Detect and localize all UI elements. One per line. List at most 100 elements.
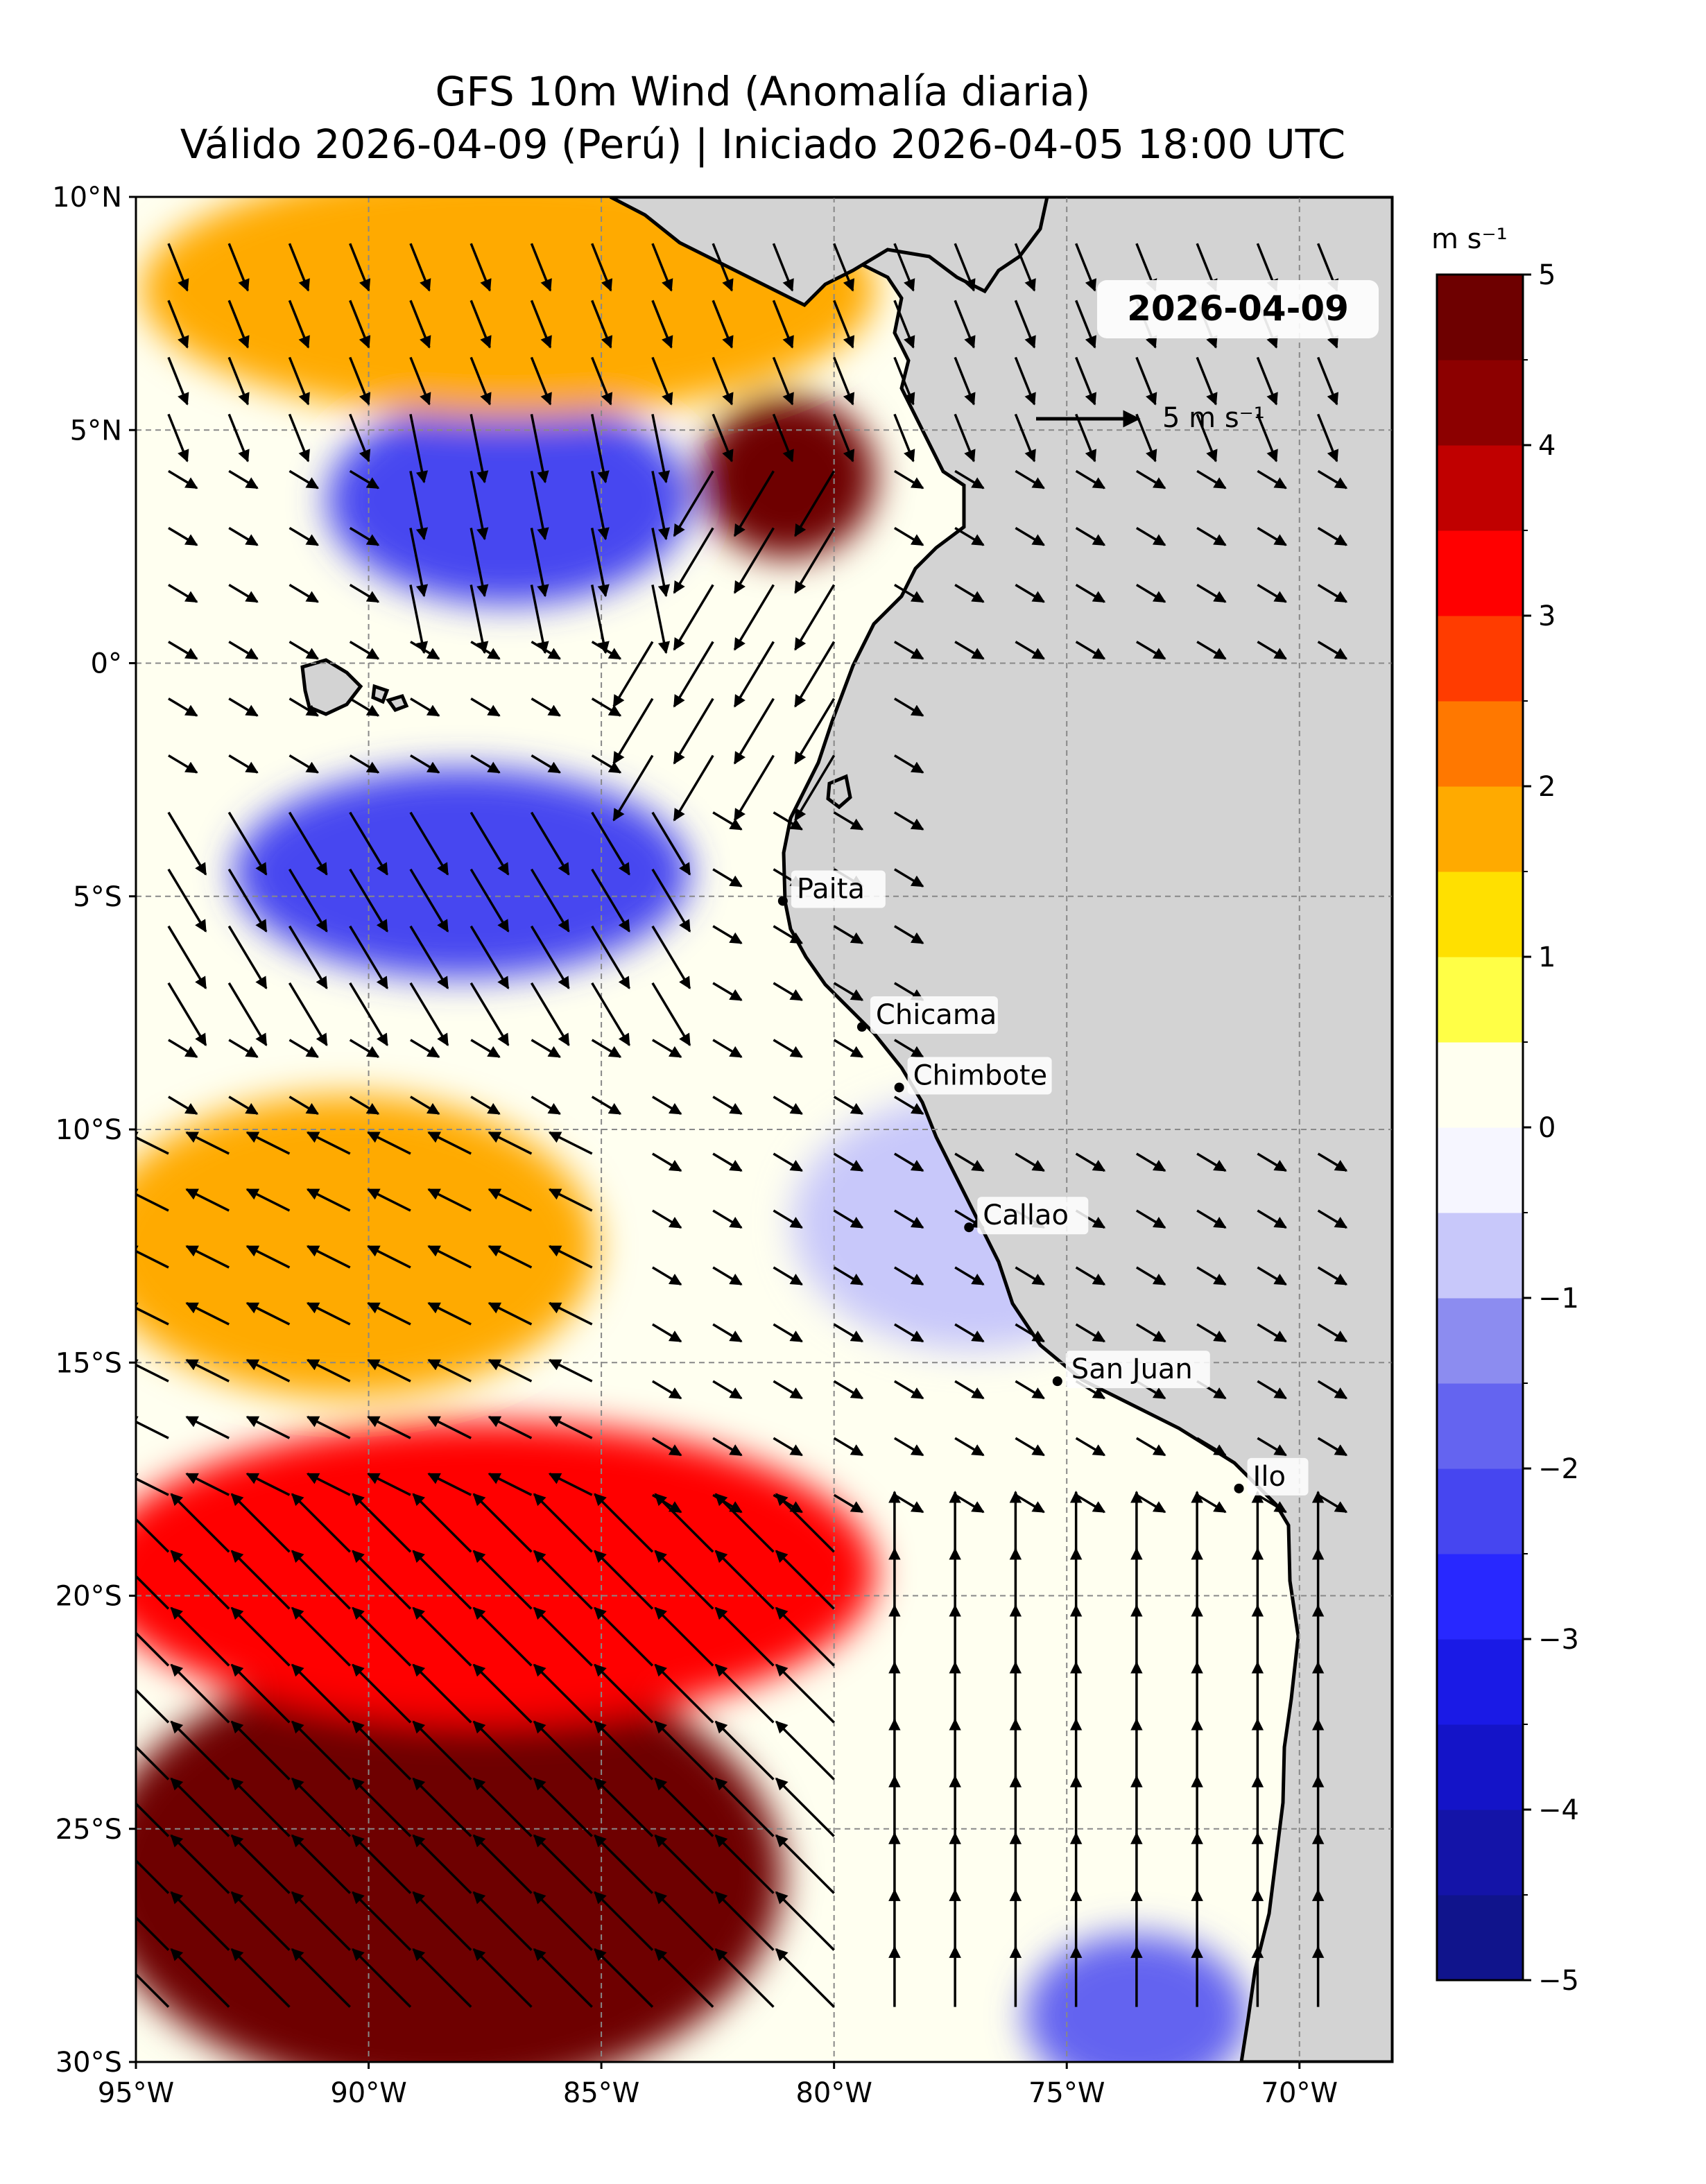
wind-arrow bbox=[472, 1777, 533, 1837]
wind-arrow bbox=[594, 1891, 654, 1951]
lat-tick-label: 25°S bbox=[55, 1814, 122, 1846]
lon-tick-label: 80°W bbox=[795, 2077, 872, 2109]
wind-arrow bbox=[409, 584, 429, 655]
wind-arrow bbox=[530, 982, 570, 1046]
wind-arrow bbox=[530, 868, 570, 933]
wind-arrow bbox=[1257, 1266, 1287, 1286]
wind-arrow bbox=[1316, 413, 1339, 462]
wind-arrow bbox=[773, 1095, 803, 1116]
wind-arrow bbox=[136, 1359, 169, 1383]
wind-arrow bbox=[291, 1663, 351, 1724]
wind-arrow bbox=[412, 1606, 472, 1667]
wind-arrow bbox=[288, 982, 328, 1046]
wind-arrow bbox=[1075, 584, 1106, 603]
wind-arrow bbox=[794, 754, 836, 822]
wind-arrow bbox=[167, 811, 207, 876]
wind-arrow bbox=[1015, 1380, 1045, 1400]
wind-arrow bbox=[773, 925, 803, 944]
wind-arrow bbox=[773, 1380, 803, 1400]
wind-arrow bbox=[469, 528, 489, 598]
wind-arrow bbox=[288, 300, 310, 349]
wind-arrow bbox=[533, 1663, 593, 1724]
wind-arrow bbox=[1317, 1437, 1348, 1457]
wind-arrow bbox=[427, 1188, 472, 1212]
wind-arrow bbox=[228, 526, 259, 546]
anomaly-region-3 bbox=[327, 395, 690, 605]
wind-arrow bbox=[136, 1302, 169, 1326]
wind-arrow bbox=[245, 1415, 291, 1439]
wind-arrow bbox=[591, 697, 622, 717]
wind-arrow bbox=[1196, 356, 1218, 406]
wind-arrow bbox=[893, 413, 915, 462]
wind-arrow bbox=[1257, 1380, 1287, 1400]
city-label: Callao bbox=[983, 1199, 1069, 1231]
colorbar-band bbox=[1437, 1127, 1523, 1213]
wind-arrow bbox=[412, 1777, 472, 1837]
wind-arrow bbox=[533, 1948, 593, 2008]
wind-arrow bbox=[1257, 469, 1287, 489]
wind-arrow bbox=[533, 1720, 593, 1780]
wind-arrow bbox=[488, 1301, 533, 1326]
wind-arrow bbox=[230, 1948, 291, 2008]
wind-arrow bbox=[227, 300, 250, 349]
wind-arrow bbox=[470, 697, 501, 717]
wind-arrow bbox=[291, 1493, 351, 1553]
wind-arrow bbox=[472, 1493, 533, 1553]
wind-arrow bbox=[712, 1380, 743, 1400]
wind-arrow bbox=[714, 1834, 775, 1894]
wind-arrow bbox=[894, 697, 924, 717]
wind-arrow bbox=[469, 868, 510, 933]
figure-title: GFS 10m Wind (Anomalía diaria) bbox=[436, 68, 1091, 115]
wind-arrow bbox=[733, 527, 775, 594]
wind-arrow bbox=[168, 526, 198, 546]
lon-tick-label: 85°W bbox=[563, 2077, 639, 2109]
wind-arrow bbox=[548, 1415, 593, 1439]
wind-arrow bbox=[136, 1517, 170, 1553]
wind-arrow bbox=[714, 1891, 775, 1951]
wind-arrow bbox=[230, 1493, 291, 1553]
wind-arrow bbox=[591, 982, 630, 1046]
colorbar-tick-label: 4 bbox=[1538, 430, 1556, 462]
wind-arrow bbox=[548, 1473, 593, 1496]
city-label: Ilo bbox=[1253, 1461, 1286, 1493]
wind-arrow bbox=[228, 469, 259, 489]
wind-arrow bbox=[954, 584, 985, 603]
reference-arrow-label: 5 m s⁻¹ bbox=[1162, 402, 1265, 434]
wind-arrow bbox=[230, 1550, 291, 1610]
wind-arrow bbox=[352, 1834, 412, 1894]
city-chimbote: Chimbote bbox=[894, 1057, 1052, 1095]
wind-arrow bbox=[712, 1039, 743, 1058]
wind-arrow bbox=[469, 982, 510, 1046]
wind-arrow bbox=[469, 300, 492, 349]
wind-arrow bbox=[652, 1437, 682, 1457]
wind-arrow bbox=[775, 1720, 835, 1780]
wind-arrow bbox=[594, 1493, 654, 1553]
wind-arrow bbox=[773, 811, 803, 831]
wind-arrow bbox=[894, 1095, 924, 1116]
wind-arrow bbox=[409, 356, 431, 406]
wind-arrow bbox=[794, 584, 836, 651]
colorbar-band bbox=[1437, 530, 1523, 616]
wind-arrow bbox=[136, 1416, 169, 1439]
wind-arrow bbox=[590, 414, 610, 484]
colorbar-tick-label: −3 bbox=[1538, 1624, 1579, 1656]
wind-arrow bbox=[833, 356, 855, 406]
lon-tick-label: 90°W bbox=[330, 2077, 406, 2109]
colorbar-band bbox=[1437, 957, 1523, 1043]
wind-arrow bbox=[954, 1152, 985, 1172]
wind-arrow bbox=[488, 1131, 533, 1155]
wind-arrow bbox=[651, 243, 673, 292]
wind-arrow bbox=[654, 1891, 714, 1951]
wind-arrow bbox=[591, 300, 613, 349]
wind-arrow bbox=[531, 697, 561, 717]
wind-arrow bbox=[654, 1663, 714, 1724]
wind-arrow bbox=[652, 1323, 682, 1343]
wind-arrow bbox=[673, 527, 714, 594]
city-marker bbox=[1052, 1376, 1062, 1387]
wind-arrow bbox=[367, 1245, 411, 1269]
wind-arrow bbox=[1257, 641, 1287, 660]
wind-arrow bbox=[530, 811, 570, 876]
wind-arrow bbox=[352, 1720, 412, 1780]
wind-arrow bbox=[136, 1631, 170, 1667]
wind-arrow bbox=[1135, 526, 1166, 546]
